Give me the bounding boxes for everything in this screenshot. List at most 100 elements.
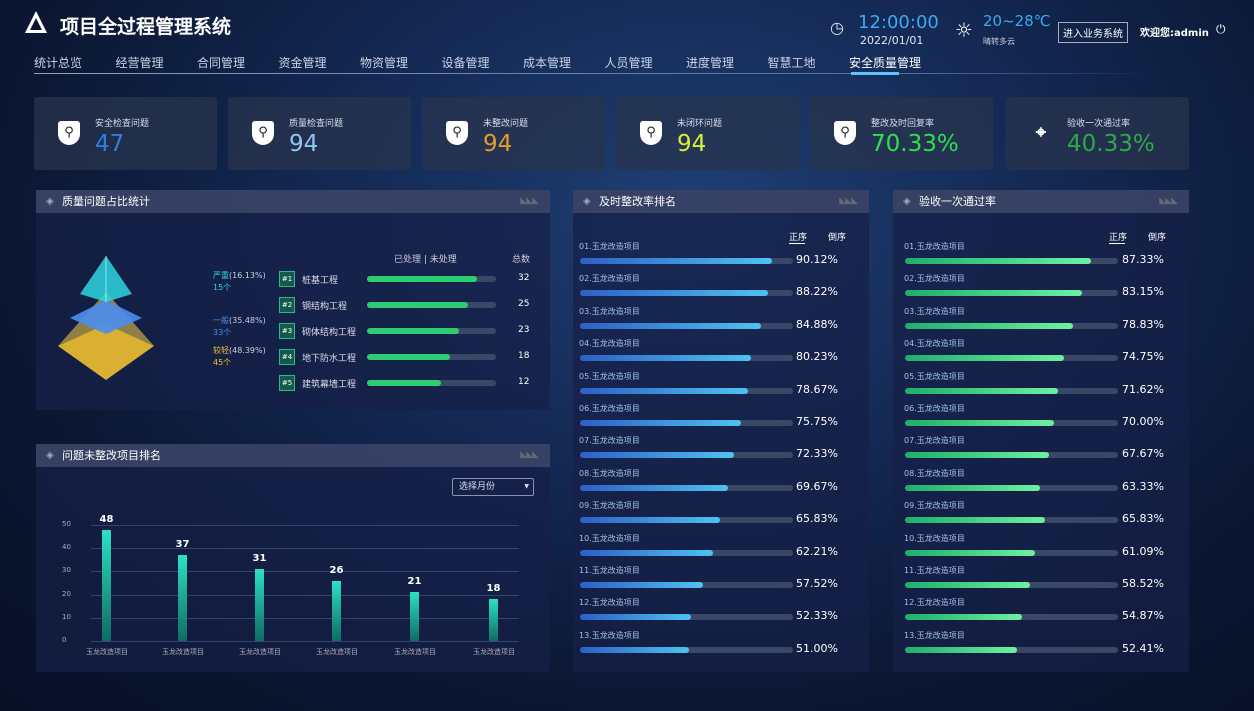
pyramid-chart <box>58 256 154 380</box>
rate-fill <box>905 322 1073 329</box>
bar <box>332 580 341 641</box>
panel-title: 问题未整改项目排名 <box>62 449 161 462</box>
nav-item[interactable]: 合同管理 <box>197 56 246 70</box>
quality-row: #3 砌体结构工程 23 <box>36 323 550 341</box>
stat-value: 94 <box>677 131 707 157</box>
rate-value: 65.83% <box>1122 512 1164 526</box>
rate-track <box>580 355 793 362</box>
rate-fill <box>580 322 761 329</box>
project-type: 钢结构工程 <box>302 302 348 312</box>
sort-desc-tab[interactable]: 倒序 <box>1148 233 1167 243</box>
nav-item[interactable]: 资金管理 <box>278 56 327 70</box>
quality-row: #5 建筑幕墙工程 12 <box>36 375 550 393</box>
bar <box>102 529 111 641</box>
item-label: 03.玉龙改造项目 <box>579 306 640 316</box>
nav-item[interactable]: 统计总览 <box>34 56 83 70</box>
rank-item: 01.玉龙改造项目 90.12% <box>573 241 869 271</box>
project-type: 地下防水工程 <box>302 354 357 364</box>
bar <box>178 555 187 641</box>
nav-divider <box>34 73 1156 74</box>
rank-item: 07.玉龙改造项目 72.33% <box>573 435 869 465</box>
bar-value: 21 <box>407 576 422 588</box>
rank-badge: #3 <box>279 323 295 339</box>
level-legend: 一般(35.48%) 33个 <box>213 315 266 339</box>
rate-track <box>905 614 1118 621</box>
y-tick: 10 <box>62 612 71 621</box>
item-label: 10.玉龙改造项目 <box>579 533 640 543</box>
stat-card: ⚲ 未闭环问题 94 <box>616 97 799 170</box>
rate-track <box>580 290 793 297</box>
shield-search-icon: ⚲ <box>834 121 856 145</box>
x-tick: 玉龙改造项目 <box>162 648 204 656</box>
bar <box>489 599 498 641</box>
item-label: 01.玉龙改造项目 <box>904 242 965 251</box>
item-label: 04.玉龙改造项目 <box>579 339 640 349</box>
item-label: 09.玉龙改造项目 <box>904 501 965 511</box>
rate-value: 57.52% <box>796 577 838 590</box>
row-total: 32 <box>518 273 530 283</box>
rate-fill <box>905 290 1083 297</box>
col-done: 已处理 <box>394 255 422 265</box>
stat-value: 47 <box>95 131 125 157</box>
rate-fill <box>580 614 692 621</box>
rate-track <box>580 646 793 653</box>
nav-item[interactable]: 设备管理 <box>441 56 490 70</box>
nav-item[interactable]: 成本管理 <box>523 56 572 70</box>
y-tick: 30 <box>62 566 71 575</box>
shield-search-icon: ⚲ <box>640 121 662 145</box>
rate-fill <box>580 452 735 459</box>
quality-row: #4 地下防水工程 18 <box>36 349 550 367</box>
stat-label: 整改及时回复率 <box>871 119 935 129</box>
rate-fill <box>580 646 689 653</box>
nav-item[interactable]: 经营管理 <box>115 56 164 70</box>
grid-line <box>91 548 519 550</box>
rate-value: 61.09% <box>1122 544 1164 558</box>
rate-track <box>580 452 793 459</box>
rate-track <box>580 258 793 264</box>
sort-desc-tab[interactable]: 倒序 <box>828 233 847 243</box>
rate-fill <box>905 452 1050 459</box>
sun-icon: ☼ <box>955 18 973 42</box>
shield-search-icon: ⚲ <box>446 121 468 145</box>
progress-track <box>367 354 496 360</box>
rank-item: 12.玉龙改造项目 54.87% <box>893 597 1189 627</box>
app-title: 项目全过程管理系统 <box>60 16 232 38</box>
progress-fill <box>367 328 459 334</box>
rate-track <box>580 420 793 426</box>
level-name: 一般 <box>213 316 229 325</box>
stat-card: ⚲ 安全检查问题 47 <box>34 97 217 170</box>
nav-item[interactable]: 人员管理 <box>604 56 653 70</box>
rank-badge: #1 <box>279 271 295 287</box>
rank-item: 01.玉龙改造项目 87.33% <box>893 241 1189 271</box>
progress-track <box>367 380 496 386</box>
rate-value: 75.75% <box>796 415 838 428</box>
rate-value: 51.00% <box>796 641 838 655</box>
rate-fill <box>905 355 1065 362</box>
rate-track <box>580 549 793 556</box>
nav-item[interactable]: 安全质量管理 <box>849 56 922 70</box>
panel-title: 质量问题占比统计 <box>62 195 150 208</box>
power-icon[interactable]: ⏻ <box>1216 22 1226 36</box>
rank-item: 06.玉龙改造项目 70.00% <box>893 403 1189 433</box>
nav-item[interactable]: 物资管理 <box>360 56 409 70</box>
rate-value: 83.15% <box>1122 285 1164 299</box>
month-select[interactable]: 选择月份 ▼ <box>452 478 534 496</box>
rate-track <box>905 420 1118 426</box>
item-label: 12.玉龙改造项目 <box>579 598 640 608</box>
bar-value: 48 <box>99 513 114 525</box>
nav-item[interactable]: 进度管理 <box>686 56 735 70</box>
rate-value: 72.33% <box>796 447 838 461</box>
rank-item: 02.玉龙改造项目 88.22% <box>573 273 869 303</box>
rank-item: 10.玉龙改造项目 62.21% <box>573 533 869 563</box>
nav-item[interactable]: 智慧工地 <box>767 56 816 70</box>
sort-asc-tab[interactable]: 正序 <box>1109 233 1128 243</box>
project-type: 桩基工程 <box>302 276 339 286</box>
enter-system-button[interactable]: 进入业务系统 <box>1058 22 1128 43</box>
level-pct: (48.39%) <box>229 346 266 355</box>
rate-value: 52.33% <box>796 609 838 623</box>
decor-icon: ◣◣◣ <box>520 196 539 206</box>
unfixed-panel: 问题未整改项目排名 ◣◣◣ 选择月份 ▼ 0 10 20 30 40 50 48 玉龙改造项目 37… <box>36 444 550 672</box>
item-label: 12.玉龙改造项目 <box>904 598 965 608</box>
rank-item: 04.玉龙改造项目 74.75% <box>893 338 1189 368</box>
sort-asc-tab[interactable]: 正序 <box>789 233 808 243</box>
